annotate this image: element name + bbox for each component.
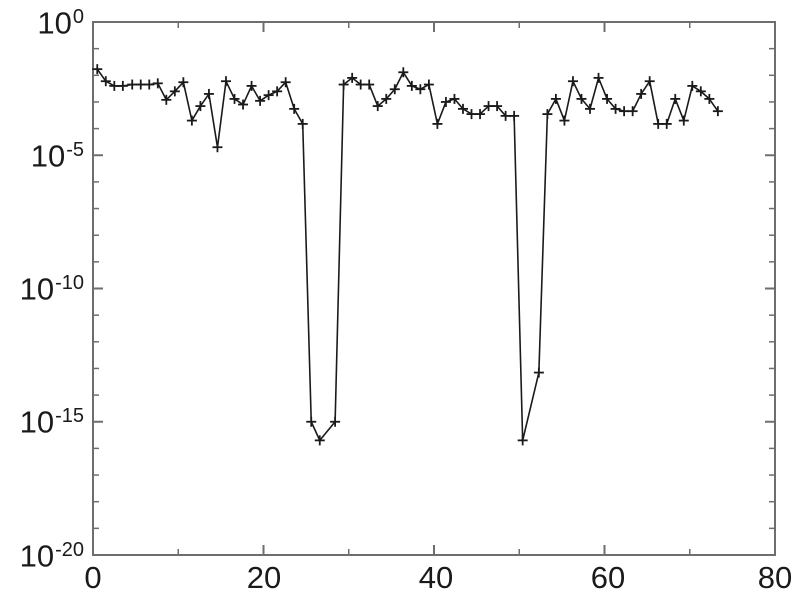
data-point-marker xyxy=(306,416,317,427)
ytick-exponent: -10 xyxy=(55,272,84,294)
data-point-marker xyxy=(109,80,120,91)
data-point-marker xyxy=(161,94,172,105)
axis-ticks xyxy=(92,21,776,556)
data-point-marker xyxy=(144,79,155,90)
data-point-marker xyxy=(297,118,308,129)
data-point-marker xyxy=(492,101,503,112)
xtick-label-0: 0 xyxy=(84,560,102,595)
data-point-marker xyxy=(661,118,672,129)
data-point-marker xyxy=(440,96,451,107)
data-point-marker xyxy=(475,109,486,120)
ytick-label-1: 10-5 xyxy=(30,138,84,174)
xtick-label-3: 60 xyxy=(590,560,626,595)
data-point-marker xyxy=(272,86,283,97)
data-point-marker xyxy=(644,76,655,87)
data-point-marker xyxy=(653,118,664,129)
data-point-marker xyxy=(542,109,553,120)
data-point-marker xyxy=(678,115,689,126)
data-point-marker xyxy=(92,64,103,75)
data-point-marker xyxy=(670,93,681,104)
data-point-marker xyxy=(347,72,358,83)
xtick-label-1: 20 xyxy=(246,560,282,595)
data-point-marker xyxy=(127,79,138,90)
data-point-marker xyxy=(229,93,240,104)
data-series-group xyxy=(92,64,723,446)
data-point-marker xyxy=(364,79,375,90)
data-point-marker xyxy=(117,80,128,91)
data-point-marker xyxy=(432,118,443,129)
data-point-marker xyxy=(220,76,231,87)
ytick-label-3: 10-15 xyxy=(19,404,84,440)
data-point-marker xyxy=(135,79,146,90)
data-point-marker xyxy=(406,80,417,91)
data-point-marker xyxy=(263,90,274,101)
series-line-0 xyxy=(96,68,719,442)
data-point-marker xyxy=(509,110,520,121)
data-point-marker xyxy=(466,109,477,120)
data-point-marker xyxy=(712,106,723,117)
data-point-marker xyxy=(687,80,698,91)
data-point-marker xyxy=(695,86,706,97)
plot-axes-box xyxy=(92,21,776,556)
data-point-marker xyxy=(619,106,630,117)
data-point-marker xyxy=(100,76,111,87)
data-point-marker xyxy=(636,88,647,99)
ytick-mantissa: 10 xyxy=(19,404,55,440)
data-point-marker xyxy=(585,103,596,114)
data-point-marker xyxy=(500,110,511,121)
data-point-marker xyxy=(169,86,180,97)
data-point-marker xyxy=(355,79,366,90)
data-point-marker xyxy=(559,115,570,126)
ytick-label-2: 10-10 xyxy=(19,271,84,307)
data-point-marker xyxy=(186,115,197,126)
ytick-mantissa: 10 xyxy=(19,538,55,574)
data-point-marker xyxy=(704,93,715,104)
data-point-marker xyxy=(255,95,266,106)
data-point-marker xyxy=(203,88,214,99)
data-point-marker xyxy=(483,101,494,112)
ytick-label-4: 10-20 xyxy=(19,538,84,574)
ytick-exponent: -15 xyxy=(55,405,84,427)
xtick-label-4: 80 xyxy=(757,560,793,595)
data-point-marker xyxy=(627,106,638,117)
data-point-marker xyxy=(602,93,613,104)
ytick-mantissa: 10 xyxy=(37,5,72,41)
ytick-exponent: 0 xyxy=(72,6,84,28)
xtick-label-2: 40 xyxy=(418,560,454,595)
data-point-marker xyxy=(533,367,544,378)
data-point-marker xyxy=(195,101,206,112)
ytick-label-0: 100 xyxy=(37,5,84,41)
data-point-marker xyxy=(314,435,325,446)
data-point-marker xyxy=(289,103,300,114)
data-point-marker xyxy=(593,72,604,83)
data-point-marker xyxy=(178,77,189,88)
data-point-marker xyxy=(246,80,257,91)
data-point-marker xyxy=(338,79,349,90)
data-point-marker xyxy=(423,79,434,90)
data-point-marker xyxy=(212,142,223,153)
data-point-marker xyxy=(610,103,621,114)
data-point-marker xyxy=(567,76,578,87)
ytick-exponent: -20 xyxy=(55,539,84,561)
data-point-marker xyxy=(372,101,383,112)
data-point-marker xyxy=(576,93,587,104)
ytick-exponent: -5 xyxy=(66,139,84,161)
data-point-marker xyxy=(389,84,400,95)
data-point-marker xyxy=(152,78,163,89)
ytick-mantissa: 10 xyxy=(19,271,55,307)
data-point-marker xyxy=(457,103,468,114)
data-point-marker xyxy=(449,93,460,104)
data-point-marker xyxy=(238,99,249,110)
data-point-marker xyxy=(415,84,426,95)
data-point-marker xyxy=(398,67,409,78)
data-point-marker xyxy=(517,435,528,446)
data-point-marker xyxy=(330,416,341,427)
data-point-marker xyxy=(280,77,291,88)
data-point-marker xyxy=(550,93,561,104)
ytick-mantissa: 10 xyxy=(30,138,66,174)
data-point-marker xyxy=(381,93,392,104)
